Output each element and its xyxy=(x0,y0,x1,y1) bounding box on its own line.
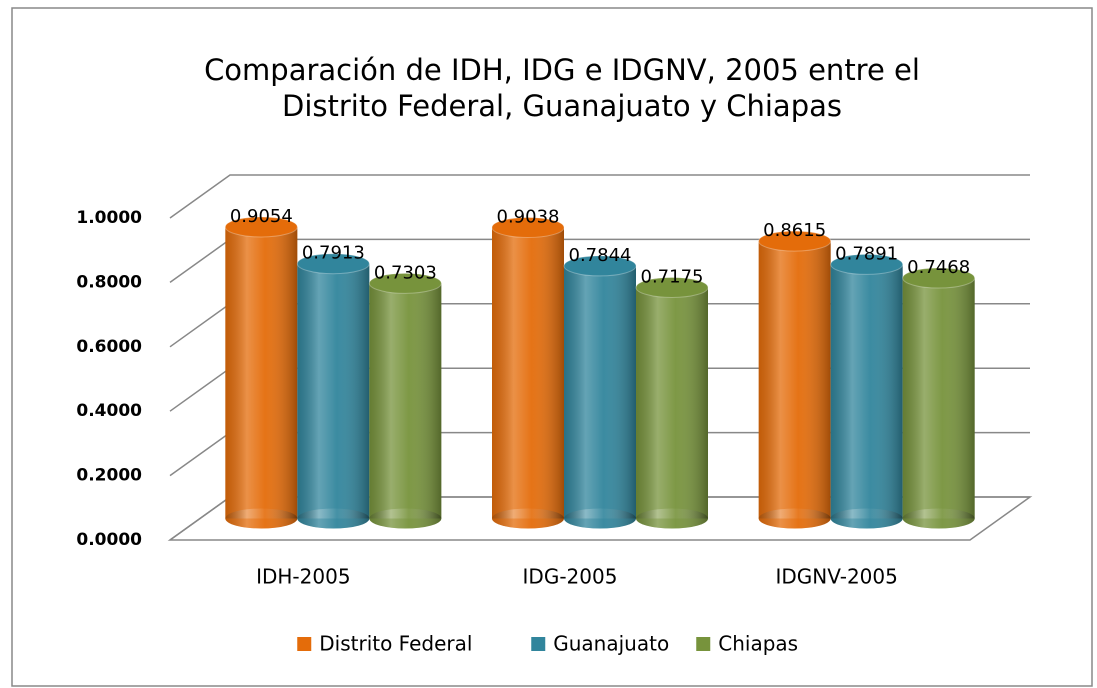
bar-base-shine xyxy=(758,508,831,529)
bar-top xyxy=(296,253,370,275)
value-label: 0.7891 xyxy=(835,243,898,264)
legend-label: Distrito Federal xyxy=(319,632,472,656)
value-label: 0.7175 xyxy=(641,266,704,287)
bar-top xyxy=(902,267,976,289)
bar-top xyxy=(758,230,832,252)
legend-label: Guanajuato xyxy=(553,632,669,656)
bar-base-shine xyxy=(492,508,564,529)
bar-top xyxy=(635,276,709,298)
bar-shine xyxy=(636,287,708,519)
bar-base-shine xyxy=(297,508,370,529)
bar-shine xyxy=(297,263,370,519)
value-label: 0.7844 xyxy=(569,245,632,266)
bar-shine xyxy=(369,283,442,519)
bar-base-shine xyxy=(636,508,708,529)
grid-line xyxy=(169,174,1030,219)
bar-shine xyxy=(492,227,564,519)
value-label: 0.7913 xyxy=(302,243,365,264)
bar-shine xyxy=(758,241,831,519)
bar-shine xyxy=(830,264,903,519)
legend-swatch xyxy=(696,637,711,651)
bar-top xyxy=(563,255,637,277)
value-label: 0.8615 xyxy=(763,220,826,241)
value-label: 0.9038 xyxy=(497,206,560,227)
y-tick-label: 1.0000 xyxy=(76,208,142,228)
bar-base-shine xyxy=(902,508,975,529)
y-tick-label: 0.0000 xyxy=(76,530,142,550)
value-label: 0.7303 xyxy=(374,262,437,283)
value-label: 0.9054 xyxy=(230,206,293,227)
bar-base-shine xyxy=(564,508,636,529)
legend-label: Chiapas xyxy=(718,632,798,656)
bar-shine xyxy=(564,265,636,519)
chart-title: Comparación de IDH, IDG e IDGNV, 2005 en… xyxy=(204,53,920,87)
bar-base-shine xyxy=(225,508,298,529)
y-tick-label: 0.6000 xyxy=(76,337,142,357)
bar-base-shine xyxy=(830,508,903,529)
bar-base-shine xyxy=(369,508,442,529)
x-tick-label: IDG-2005 xyxy=(523,565,618,589)
y-tick-label: 0.2000 xyxy=(76,466,142,486)
legend-swatch xyxy=(531,637,546,651)
value-label: 0.7468 xyxy=(907,257,970,278)
bar-shine xyxy=(225,226,298,519)
x-tick-label: IDH-2005 xyxy=(256,565,350,589)
legend-swatch xyxy=(297,637,312,651)
bar-shine xyxy=(902,278,975,519)
chart-title: Distrito Federal, Guanajuato y Chiapas xyxy=(282,89,842,123)
bar-top xyxy=(368,272,442,294)
y-tick-label: 0.4000 xyxy=(76,401,142,421)
bar-top xyxy=(830,253,904,275)
bar-top xyxy=(224,216,298,238)
y-tick-label: 0.8000 xyxy=(76,272,142,292)
bar-top xyxy=(491,216,565,238)
x-tick-label: IDGNV-2005 xyxy=(775,565,897,589)
